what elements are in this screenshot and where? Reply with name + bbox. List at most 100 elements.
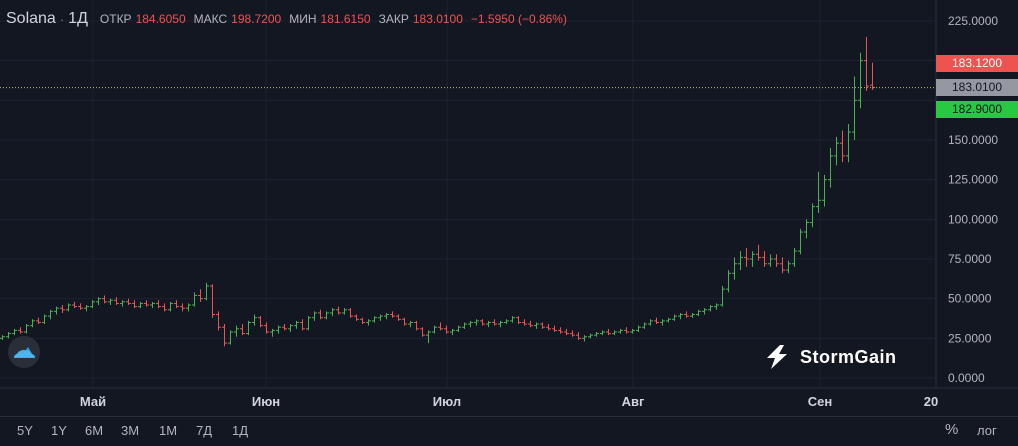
percent-toggle[interactable]: % [945,421,959,438]
ohlc-bar [828,147,833,188]
ohlc-bar [432,325,437,334]
timeframe-1y[interactable]: 1Y [51,423,67,438]
ohlc-bar [612,330,617,336]
ohlc-bar [312,311,317,321]
ohlc-bar [534,322,539,329]
symbol-name[interactable]: Solana [6,10,56,27]
ohlc-bar [630,328,635,334]
legend-timeframe[interactable]: 1Д [68,10,88,27]
ohlc-bar [492,319,497,326]
ohlc-bar [318,309,323,320]
ohlc-bar [390,311,395,318]
ohlc-bar [162,303,167,312]
ohlc-bar [570,330,575,337]
ohlc-bar [822,174,827,207]
ohlc-bar [198,289,203,302]
ohlc-bar [18,327,23,334]
ohlc-bar [354,314,359,321]
lightning-icon [767,345,787,369]
ohlc-bar [708,305,713,312]
ohlc-bar [720,285,725,307]
ohlc-bar [486,320,491,328]
price-tick-label: 100.0000 [948,212,998,226]
ohlc-bar [72,301,77,309]
ohlc-bar [528,320,533,328]
ohlc-bar [522,319,527,326]
stormgain-logo: StormGain [764,344,897,370]
timeframe-7d[interactable]: 7Д [196,423,213,438]
ohlc-bar [792,247,797,267]
open-value: 184.6050 [135,12,186,26]
ohlc-bar [732,257,737,280]
ohlc-bar [684,311,689,318]
ohlc-bar [660,319,665,326]
price-tick-label: 225.0000 [948,14,998,28]
ohlc-bar [744,247,749,267]
ohlc-bar [498,320,503,328]
ohlc-bar [420,327,425,337]
ohlc-bar [696,309,701,317]
ohlc-bar [138,301,143,309]
log-toggle[interactable]: лог [977,423,997,438]
ohlc-bar [810,203,815,228]
time-tick-label: Сен [808,394,832,409]
ohlc-bar [840,130,845,163]
timeframe-5y[interactable]: 5Y [17,423,33,438]
ohlc-bar [468,320,473,328]
ohlc-bar [168,301,173,312]
ohlc-bar [666,317,671,323]
ohlc-bar [264,322,269,334]
ohlc-bar [870,62,875,90]
ohlc-bar [636,325,641,332]
ohlc-bar [858,52,863,109]
timeframe-6m[interactable]: 6M [85,423,104,438]
timeframe-1d[interactable]: 1Д [232,423,249,438]
ohlc-bar [108,298,113,306]
ohlc-bar [564,328,569,336]
legend-separator: · [59,11,65,27]
ohlc-bar [846,124,851,163]
ohlc-bar [180,303,185,312]
time-axis: Май Июн Июл Авг Сен 20 [0,387,1018,409]
time-tick-label: 20 [924,394,938,409]
symbol-legend: Solana · 1Д ОТКР 184.6050 МАКС 198.7200 … [6,9,575,29]
ohlc-bar [738,251,743,271]
time-tick-label: Авг [622,394,645,409]
ohlc-bar [306,316,311,331]
ohlc-bar [366,319,371,326]
ohlc-bar [6,331,11,339]
ohlc-bar [216,311,221,331]
ohlc-bar [270,328,275,337]
ohlc-bar [396,314,401,321]
ohlc-bar [66,303,71,312]
ohlc-bar [642,322,647,329]
ohlc-bar [504,319,509,325]
ohlc-bar [384,312,389,320]
cloud-logo-icon[interactable] [8,336,40,368]
ohlc-bar [510,316,515,323]
timeframe-1m[interactable]: 1M [159,423,178,438]
ohlc-bar [756,244,761,261]
timeframe-3m[interactable]: 3M [121,423,140,438]
ohlc-bar [252,314,257,326]
ohlc-bar [480,319,485,326]
low-value: 181.6150 [320,12,371,26]
price-tick-label: 125.0000 [948,173,998,187]
price-axis: 0.0000 25.0000 50.0000 75.0000 100.0000 125.0… [935,0,998,388]
ohlc-bar [588,333,593,339]
high-value: 198.7200 [231,12,282,26]
ohlc-bar [132,300,137,309]
ohlc-bar [624,327,629,334]
ohlc-bar [576,331,581,340]
ohlc-bar [816,171,821,213]
ohlc-bar [594,331,599,337]
ohlc-bar [204,282,209,301]
ohlc-bar [606,328,611,336]
ohlc-bar [156,300,161,309]
ohlc-bar [648,319,653,326]
ohlc-bar [36,317,41,325]
ohlc-bar [402,317,407,326]
ohlc-bar [444,325,449,334]
